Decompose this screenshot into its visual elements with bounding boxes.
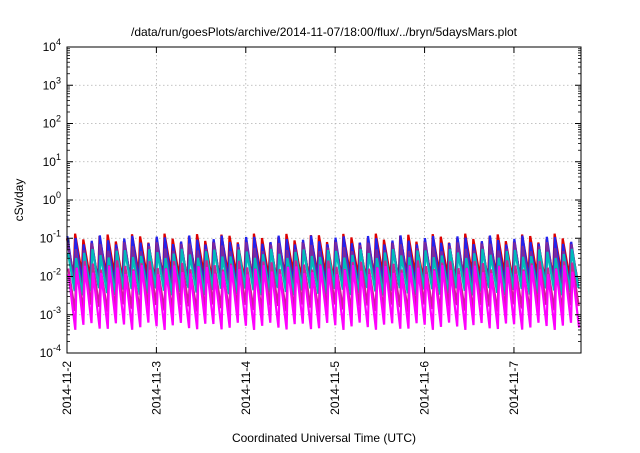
- chart-title: /data/run/goesPlots/archive/2014-11-07/1…: [131, 25, 518, 39]
- x-tick-label: 2014-11-7: [507, 361, 521, 415]
- y-axis-label: cSv/day: [12, 179, 26, 222]
- x-tick-label: 2014-11-2: [60, 361, 74, 415]
- y-tick-label: 10-4: [40, 343, 61, 360]
- x-tick-label: 2014-11-6: [418, 361, 432, 415]
- tick-labels: 10-4 10-3 10-2 10-1 100 101 102 103 104 2014-11-2…: [40, 37, 521, 415]
- y-tick-label: 102: [43, 114, 61, 131]
- y-tick-label: 104: [43, 37, 61, 54]
- y-tick-label: 103: [43, 75, 61, 92]
- x-tick-label: 2014-11-3: [149, 361, 163, 415]
- y-tick-label: 10-3: [40, 305, 61, 322]
- series-line: [67, 265, 581, 331]
- plot-frame: [66, 46, 582, 354]
- x-tick-label: 2014-11-4: [239, 361, 253, 415]
- series-line: [66, 248, 580, 296]
- x-tick-label: 2014-11-5: [328, 361, 342, 415]
- y-tick-label: 100: [43, 190, 61, 207]
- axes: [66, 46, 582, 354]
- series-layer: [65, 233, 581, 331]
- x-axis-label: Coordinated Universal Time (UTC): [232, 431, 416, 445]
- y-tick-label: 10-2: [40, 267, 61, 284]
- y-tick-label: 10-1: [40, 228, 61, 245]
- y-tick-label: 101: [43, 152, 61, 169]
